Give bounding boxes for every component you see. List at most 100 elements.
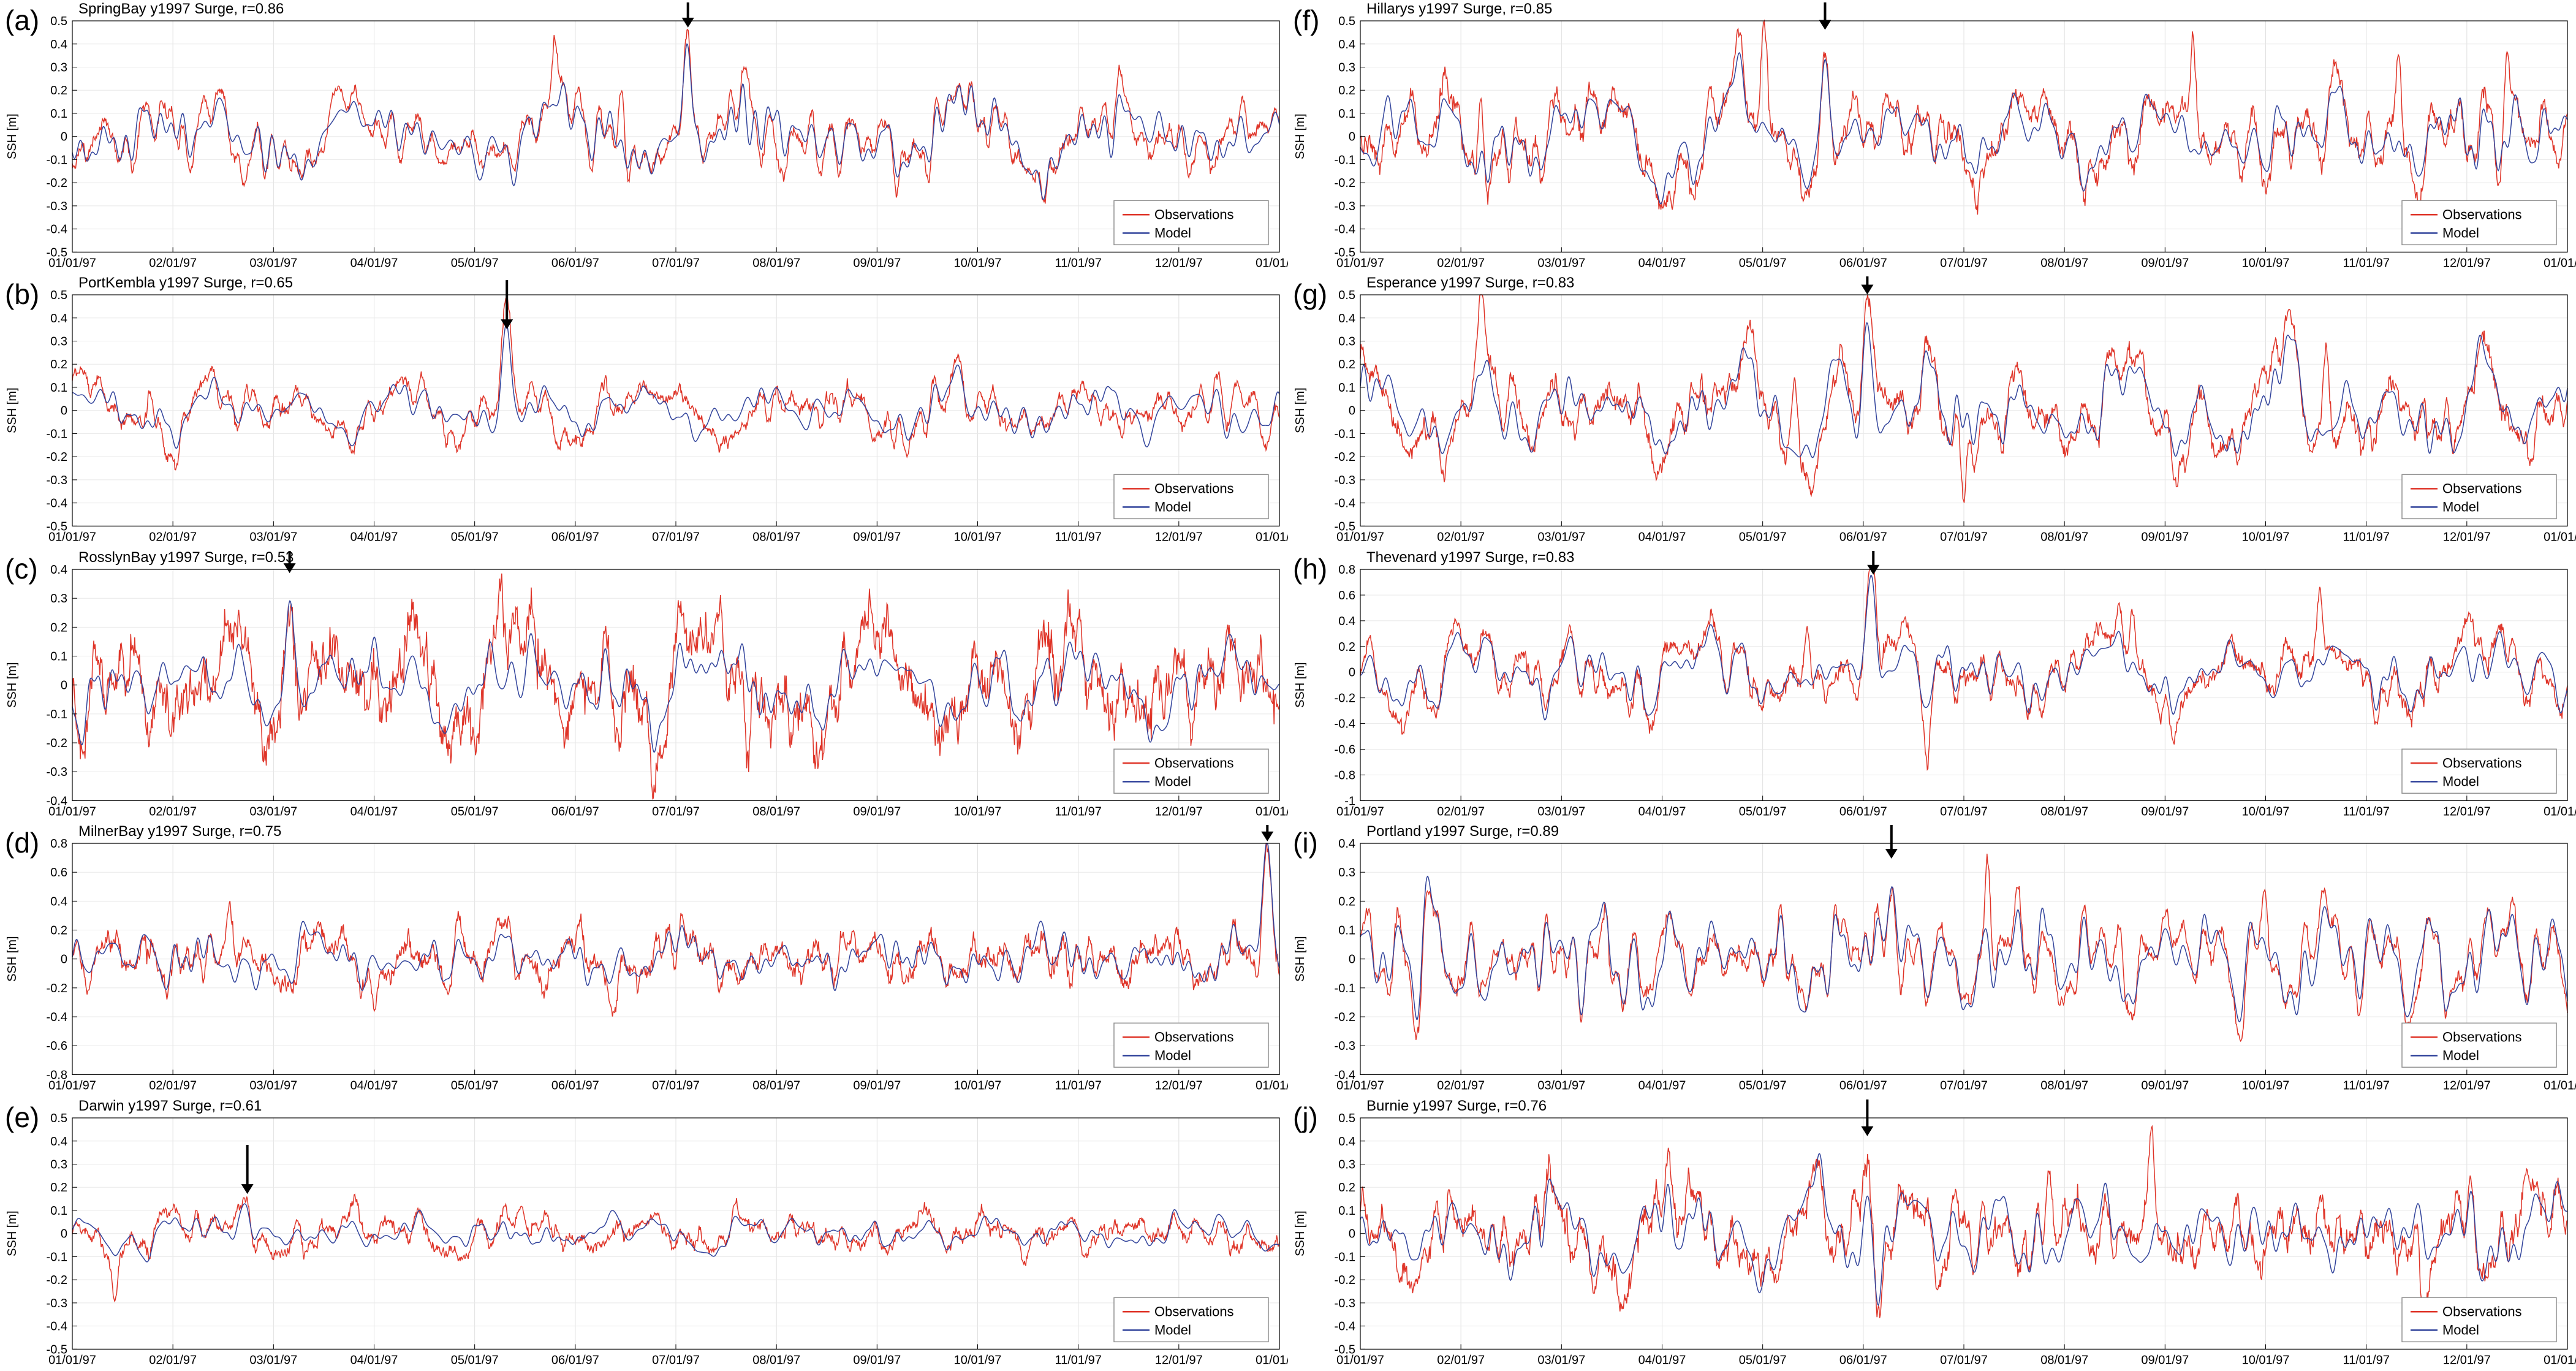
y-tick-label: 0.5 — [50, 15, 67, 28]
y-tick-label: 0.4 — [1338, 615, 1355, 628]
y-tick-label: -0.1 — [1335, 428, 1355, 441]
x-tick-label: 11/01/97 — [2343, 1079, 2389, 1093]
y-tick-label: -0.1 — [1335, 153, 1355, 167]
legend-box — [1113, 1022, 1269, 1068]
y-tick-label: 0.1 — [50, 1204, 67, 1218]
x-tick-label: 01/01/97 — [48, 1079, 96, 1093]
legend-observations-label: Observations — [2442, 755, 2522, 770]
y-tick-label: -0.3 — [1335, 1296, 1355, 1310]
x-tick-label: 01/01/97 — [1336, 1079, 1384, 1093]
x-tick-label: 10/01/97 — [2242, 256, 2290, 270]
x-tick-label: 09/01/97 — [853, 1079, 901, 1093]
panel-letter: (e) — [5, 1101, 40, 1133]
x-tick-label: 06/01/97 — [551, 256, 599, 270]
chart-svg: 01/01/97 02/01/97 03/01/97 04/01/97 05/01/97… — [1294, 275, 2576, 544]
x-tick-label: 01/01/97 — [48, 1353, 96, 1367]
y-tick-label: 0.2 — [1338, 1181, 1355, 1194]
panel-letter: (b) — [5, 278, 40, 311]
y-tick-label: 0.2 — [50, 924, 67, 938]
y-tick-label: -0.4 — [1335, 1069, 1355, 1082]
model-line — [72, 323, 1280, 449]
legend-model-label: Model — [1154, 1048, 1191, 1063]
y-tick-label: -0.6 — [47, 1039, 67, 1053]
y-tick-label: 0.2 — [1338, 895, 1355, 909]
y-tick-label: 0.8 — [1338, 563, 1355, 577]
x-tick-label: 05/01/97 — [451, 256, 499, 270]
x-tick-label: 07/01/97 — [1940, 1353, 1988, 1367]
x-tick-label: 09/01/97 — [2141, 256, 2189, 270]
legend-observations-label: Observations — [2442, 207, 2522, 222]
model-line — [1360, 322, 2568, 458]
x-tick-label: 11/01/97 — [1055, 1353, 1101, 1367]
x-tick-label: 04/01/97 — [1638, 1079, 1686, 1093]
panel-letter: (i) — [1293, 827, 1318, 859]
legend-box — [2401, 200, 2557, 246]
x-tick-label: 02/01/97 — [149, 256, 197, 270]
y-tick-label: 0.6 — [50, 866, 67, 879]
y-tick-label: 0.2 — [1338, 359, 1355, 372]
legend-observations-label: Observations — [2442, 481, 2522, 496]
chart-title: Darwin y1997 Surge, r=0.61 — [78, 1098, 262, 1114]
x-tick-label: 08/01/97 — [752, 256, 800, 270]
x-tick-label: 05/01/97 — [1739, 1079, 1787, 1093]
x-tick-label: 12/01/97 — [1155, 805, 1203, 818]
x-tick-label: 10/01/97 — [954, 256, 1002, 270]
legend-observations-label: Observations — [1154, 207, 1234, 222]
chart-svg: 01/01/97 02/01/97 03/01/97 04/01/97 05/01/97… — [1294, 549, 2576, 818]
x-tick-label: 05/01/97 — [451, 1353, 499, 1367]
event-arrow-head-icon — [681, 17, 694, 28]
x-tick-label: 07/01/97 — [652, 531, 700, 544]
x-tick-label: 03/01/97 — [249, 1079, 297, 1093]
x-tick-label: 10/01/97 — [954, 531, 1002, 544]
y-tick-label: -0.4 — [1335, 717, 1355, 731]
y-tick-label: -0.5 — [47, 520, 67, 534]
panel-f: (f) 01/01/97 02/01/97 03/01/97 04/01/97 05/0… — [1288, 0, 2576, 274]
y-tick-label: 0.1 — [1338, 1204, 1355, 1218]
panel-c: (c) 01/01/97 02/01/97 03/01/97 04/01/97 05/0… — [0, 549, 1288, 822]
y-tick-label: 0.8 — [50, 837, 67, 851]
y-tick-label: 0 — [1349, 131, 1355, 144]
x-tick-label: 09/01/97 — [853, 805, 901, 818]
x-tick-label: 01/01/98 — [1256, 805, 1288, 818]
y-axis-label: SSH [m] — [6, 1210, 19, 1256]
y-tick-label: 0.4 — [50, 895, 67, 909]
y-tick-label: -0.2 — [1335, 691, 1355, 705]
observations-line — [1360, 569, 2568, 771]
event-arrow-head-icon — [1861, 1126, 1874, 1136]
y-tick-label: -0.1 — [47, 153, 67, 167]
y-tick-label: 0.3 — [50, 61, 67, 74]
x-tick-label: 06/01/97 — [1839, 1079, 1887, 1093]
y-tick-label: 0 — [1349, 1227, 1355, 1240]
x-tick-label: 01/01/98 — [1256, 531, 1288, 544]
panel-h: (h) 01/01/97 02/01/97 03/01/97 04/01/97 05/0… — [1288, 549, 2576, 822]
x-tick-label: 06/01/97 — [1839, 531, 1887, 544]
x-tick-label: 11/01/97 — [1055, 1079, 1101, 1093]
chart-title: Esperance y1997 Surge, r=0.83 — [1366, 275, 1574, 291]
y-tick-label: 0.1 — [50, 381, 67, 395]
y-tick-label: 0 — [1349, 953, 1355, 967]
event-arrow-head-icon — [1261, 831, 1274, 841]
panel-b: (b) 01/01/97 02/01/97 03/01/97 04/01/97 05/0… — [0, 274, 1288, 548]
y-tick-label: 0.6 — [1338, 589, 1355, 602]
panel-letter: (g) — [1293, 278, 1328, 311]
y-tick-label: -0.1 — [1335, 982, 1355, 995]
x-tick-label: 10/01/97 — [954, 1079, 1002, 1093]
y-tick-label: 0.3 — [50, 592, 67, 606]
y-tick-label: -0.5 — [47, 1343, 67, 1356]
y-tick-label: 0.4 — [1338, 837, 1355, 851]
event-arrow-head-icon — [283, 563, 296, 573]
y-tick-label: 0.3 — [50, 335, 67, 349]
x-tick-label: 12/01/97 — [1155, 1353, 1203, 1367]
x-tick-label: 12/01/97 — [1155, 531, 1203, 544]
y-tick-label: 0.3 — [1338, 1158, 1355, 1171]
y-tick-label: 0.4 — [50, 563, 67, 577]
y-tick-label: 0 — [61, 131, 67, 144]
y-tick-label: -0.1 — [47, 428, 67, 441]
x-tick-label: 08/01/97 — [752, 1353, 800, 1367]
x-tick-label: 04/01/97 — [350, 1353, 398, 1367]
observations-line — [72, 573, 1280, 800]
y-tick-label: -0.8 — [1335, 769, 1355, 782]
y-axis-label: SSH [m] — [1294, 113, 1307, 159]
y-axis-label: SSH [m] — [6, 113, 19, 159]
